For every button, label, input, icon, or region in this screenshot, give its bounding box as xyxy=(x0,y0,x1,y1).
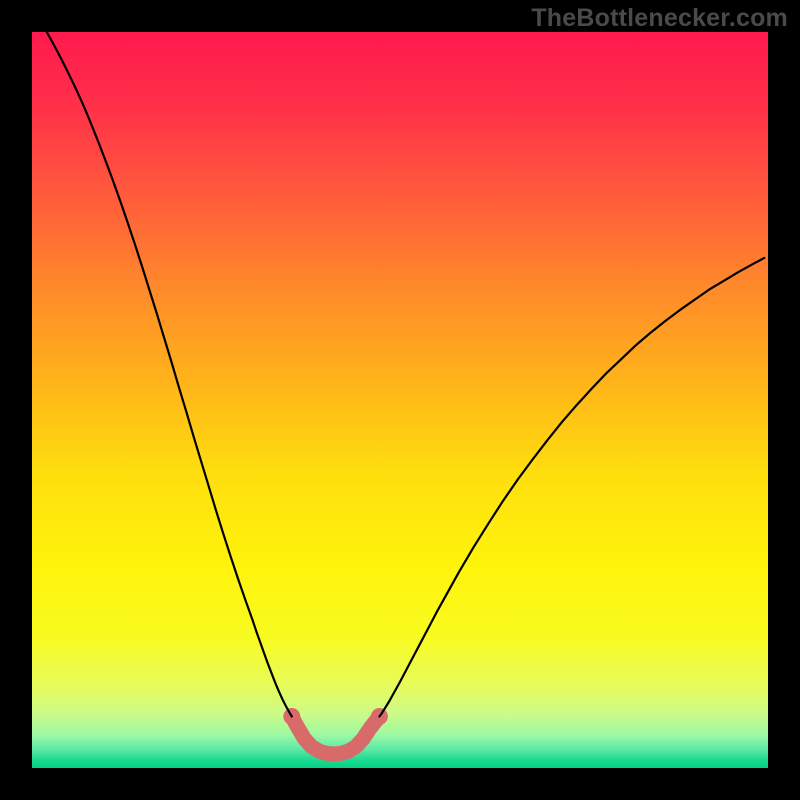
curve-overlay xyxy=(32,32,768,768)
left-curve xyxy=(47,32,292,716)
attribution-text: TheBottlenecker.com xyxy=(531,4,788,33)
right-curve xyxy=(379,258,764,717)
bottom-salmon-segment xyxy=(292,716,380,754)
chart-frame xyxy=(32,32,768,768)
plot-area xyxy=(32,32,768,768)
